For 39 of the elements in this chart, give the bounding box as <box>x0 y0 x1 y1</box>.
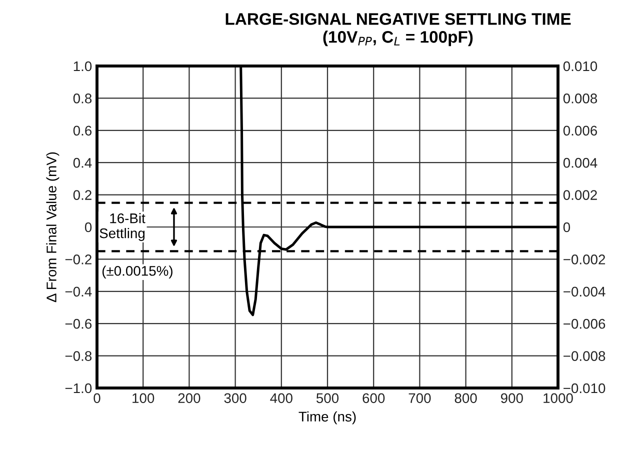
y-tick-label: 0.8 <box>73 94 92 104</box>
x-tick-label: 800 <box>454 393 477 404</box>
y2-tick-label: −0.008 <box>564 351 606 361</box>
chart-subtitle: (10V$_{PP}$, C$_{L}$ = 100pF) <box>323 30 473 46</box>
y2-tick-label: 0.002 <box>563 190 597 200</box>
x-tick-label: 400 <box>270 393 292 404</box>
y-tick-label: 0.2 <box>73 190 92 200</box>
y-tick-label: −0.6 <box>65 318 92 329</box>
y-tick-label: −1.0 <box>65 383 92 394</box>
y2-tick-label: −0.002 <box>564 254 606 264</box>
y2-tick-label: 0.006 <box>563 126 598 136</box>
y2-tick-label: 0.010 <box>563 61 598 72</box>
y-tick-label: −0.2 <box>65 254 92 264</box>
y2-tick-label: 0.008 <box>563 94 598 104</box>
y2-tick-label: 0.004 <box>563 158 598 168</box>
y-tick-label: 1.0 <box>74 61 92 72</box>
chart-title: LARGE-SIGNAL NEGATIVE SETTLING TIME <box>226 13 571 25</box>
y2-tick-label: −0.004 <box>564 286 606 297</box>
x-tick-label: 300 <box>224 393 246 404</box>
y2-tick-label: −0.006 <box>564 318 606 329</box>
y-tick-label: 0.4 <box>73 158 92 168</box>
x-tick-label: 1000 <box>544 393 573 404</box>
x-tick-label: 0 <box>94 393 100 404</box>
y2-tick-label: −0.010 <box>564 383 606 394</box>
annotation: 16-Bit Settling <box>100 213 146 241</box>
y-tick-label: −0.8 <box>65 351 92 361</box>
y-tick-label: 0.6 <box>73 126 92 136</box>
x-tick-label: 600 <box>362 393 385 404</box>
x-axis-title: Time (ns) <box>298 411 356 424</box>
y2-tick-label: 0 <box>563 222 570 232</box>
x-tick-label: 900 <box>500 393 523 404</box>
annotation: (±0.0015%) <box>102 266 172 279</box>
x-tick-label: 500 <box>316 393 339 404</box>
y-axis-title: Δ From Final Value (mV) <box>46 152 60 302</box>
y-tick-label: −0.4 <box>65 286 92 297</box>
y-tick-label: 0 <box>84 222 92 232</box>
x-tick-label: 100 <box>132 393 154 404</box>
x-tick-label: 200 <box>178 393 200 404</box>
x-tick-label: 700 <box>408 393 431 404</box>
